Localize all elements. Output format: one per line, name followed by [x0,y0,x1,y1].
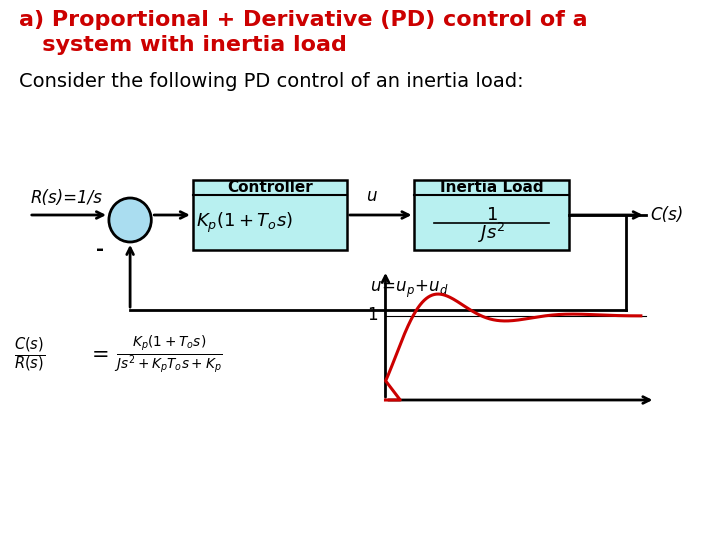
Text: Consider the following PD control of an inertia load:: Consider the following PD control of an … [19,72,524,91]
Text: Inertia Load: Inertia Load [440,180,544,195]
Text: =: = [91,345,109,365]
Text: $1$: $1$ [485,206,498,224]
Text: $\frac{C(s)}{R(s)}$: $\frac{C(s)}{R(s)}$ [14,335,45,375]
Text: a) Proportional + Derivative (PD) control of a: a) Proportional + Derivative (PD) contro… [19,10,588,30]
Text: C(s): C(s) [650,206,684,224]
Text: R(s)=1/s: R(s)=1/s [31,189,103,207]
Text: $Js^2$: $Js^2$ [478,220,505,245]
Text: 1: 1 [367,307,378,325]
Text: $u\!=\!u_p\!+\!u_d$: $u\!=\!u_p\!+\!u_d$ [370,279,449,300]
Text: $\frac{K_p(1+T_os)}{Js^2+K_pT_os+K_p}$: $\frac{K_p(1+T_os)}{Js^2+K_pT_os+K_p}$ [114,334,222,376]
FancyBboxPatch shape [415,180,569,250]
Text: system with inertia load: system with inertia load [19,35,347,55]
FancyBboxPatch shape [193,180,347,250]
Text: $K_p(1+T_os)$: $K_p(1+T_os)$ [196,211,292,234]
Text: u: u [366,187,377,205]
Circle shape [109,198,151,242]
Text: -: - [96,240,104,259]
Text: Controller: Controller [227,180,312,195]
